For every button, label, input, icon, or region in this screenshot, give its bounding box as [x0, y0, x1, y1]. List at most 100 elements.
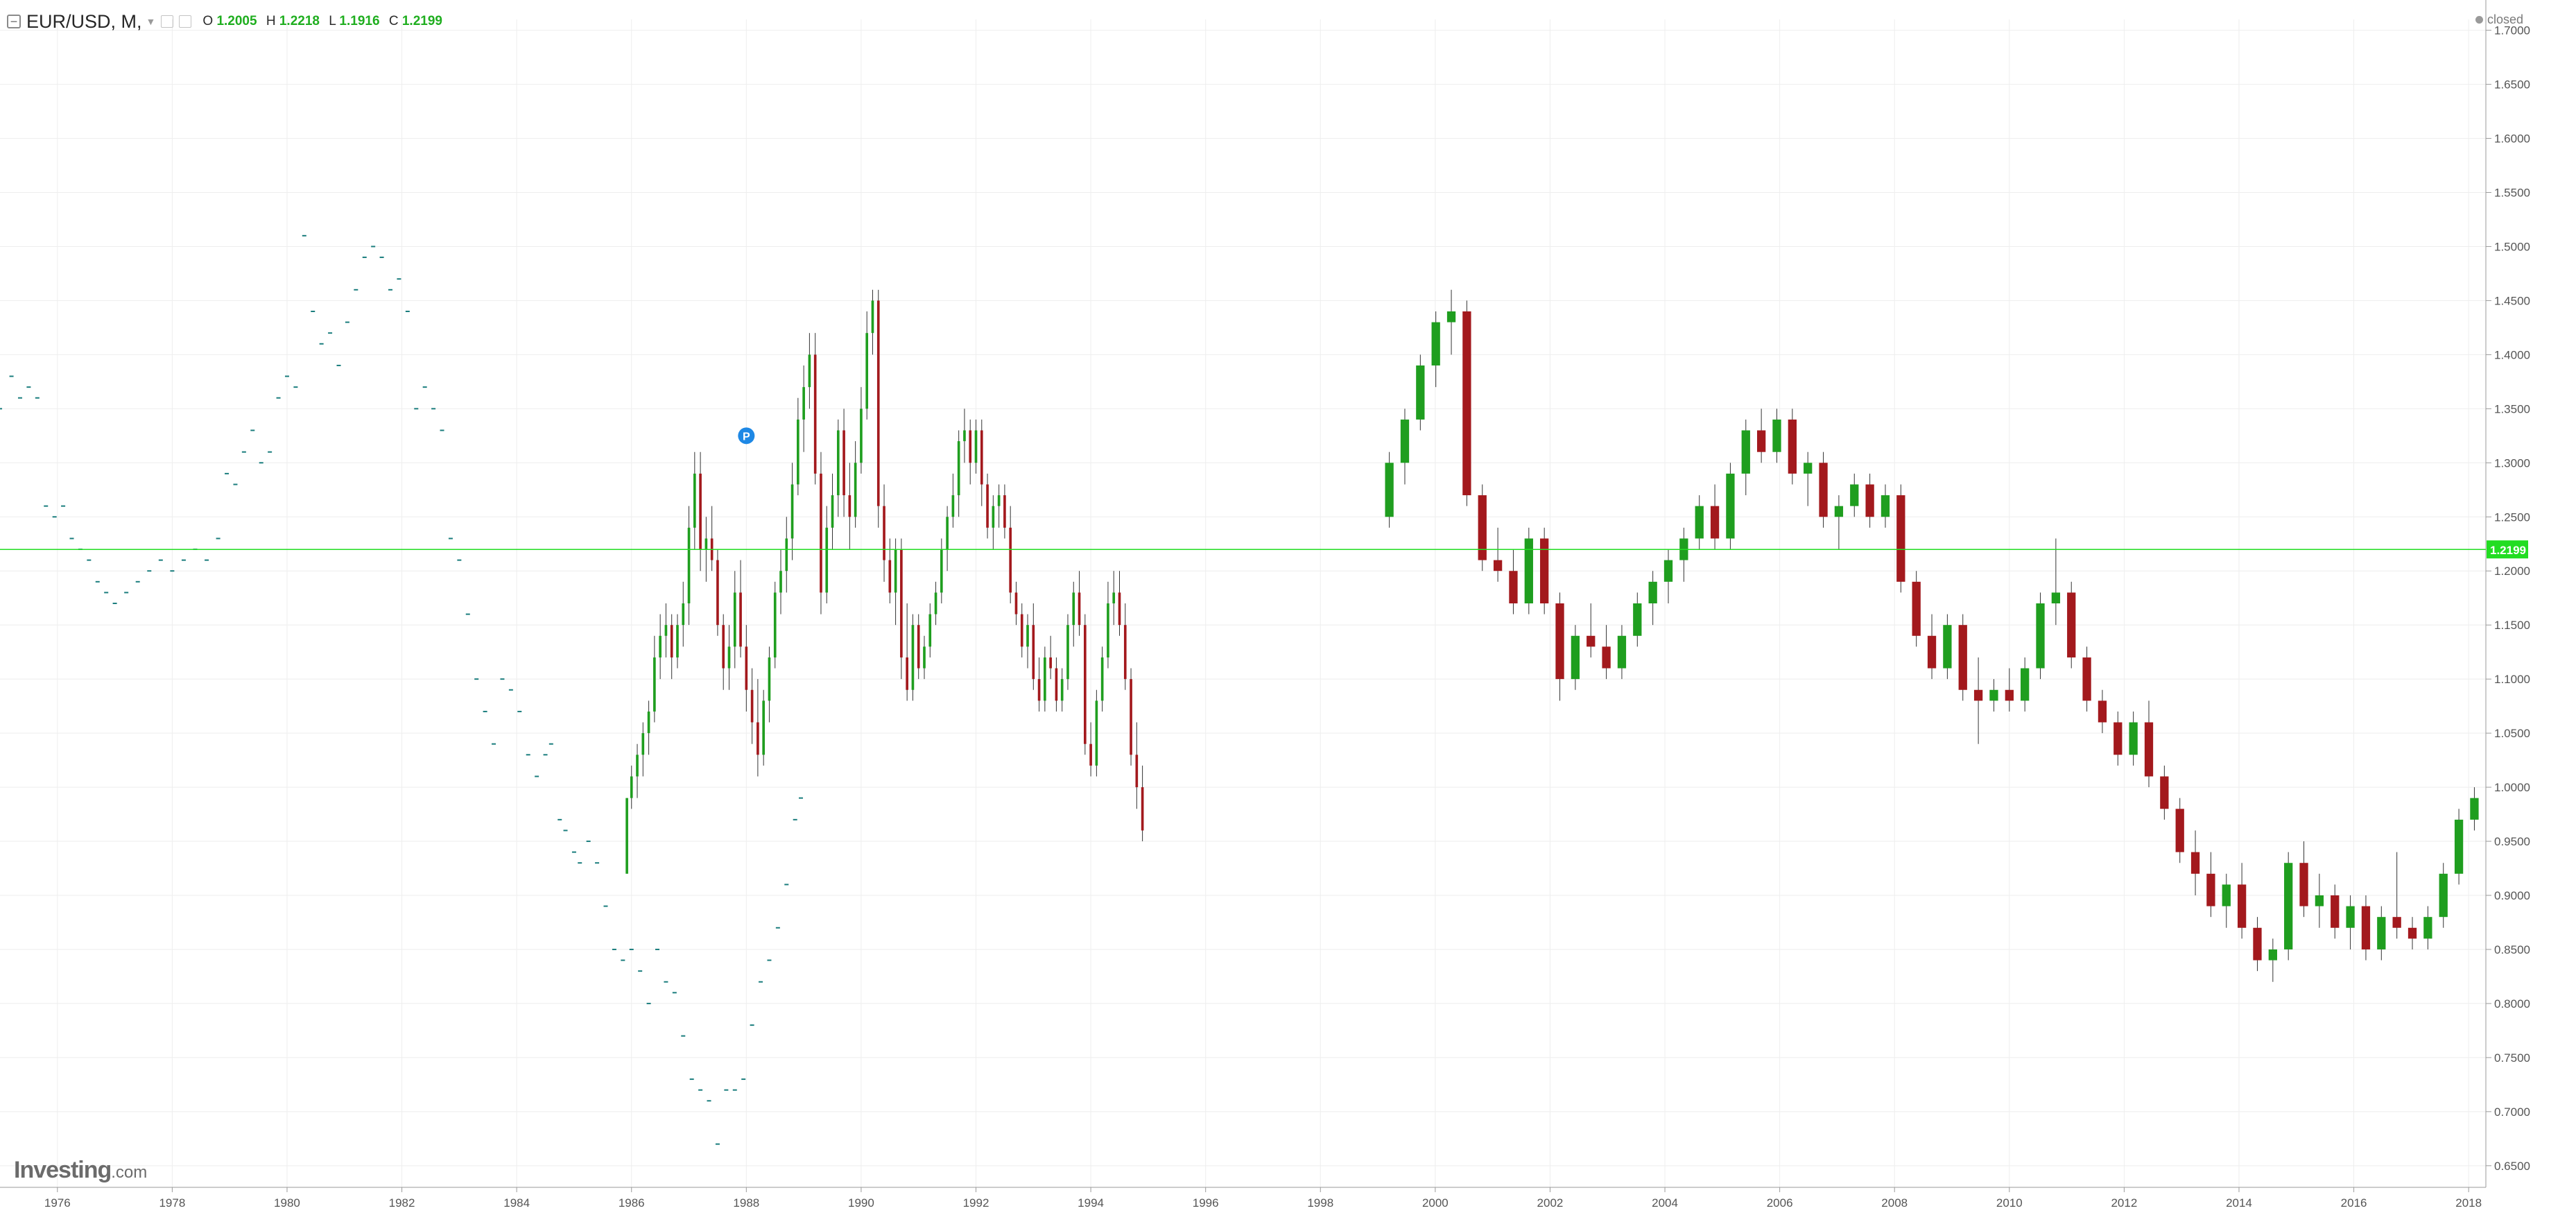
x-tick-label: 2000: [1422, 1196, 1449, 1210]
settings-icon[interactable]: [161, 15, 174, 28]
candle-body: [2021, 668, 2030, 701]
candle-body: [739, 592, 742, 647]
candle-body: [1648, 581, 1657, 603]
x-tick-label: 2014: [2226, 1196, 2252, 1210]
candle-body: [906, 657, 908, 690]
candle-body: [1756, 430, 1766, 452]
candle-body: [1509, 571, 1518, 603]
candle-body: [894, 549, 897, 593]
candle-body: [682, 603, 685, 626]
candle-body: [1100, 657, 1104, 701]
candle-body: [1400, 419, 1410, 463]
symbol-label[interactable]: EUR/USD, M,: [26, 10, 142, 32]
candle-body: [2082, 657, 2091, 701]
candle-body: [1066, 625, 1069, 680]
candle-body: [842, 430, 845, 496]
candle-body: [2160, 776, 2169, 809]
candle-body: [1044, 657, 1046, 701]
y-tick-label: 1.4500: [2494, 294, 2530, 307]
candle-body: [1055, 668, 1058, 701]
pivot-marker-icon[interactable]: [738, 427, 755, 445]
candle-body: [1663, 560, 1673, 582]
y-tick-label: 0.8500: [2494, 943, 2530, 956]
candle-body: [2408, 927, 2417, 939]
candle-body: [2190, 852, 2200, 874]
candle-body: [1865, 484, 1874, 517]
candle-body: [1602, 646, 1611, 669]
candle-body: [757, 722, 759, 755]
candle-body: [1112, 592, 1116, 603]
candle-body: [2237, 884, 2247, 928]
candle-body: [745, 646, 748, 690]
candle-body: [986, 484, 989, 528]
candle-body: [900, 549, 903, 657]
x-tick-label: 1984: [503, 1196, 530, 1210]
market-status-label: closed: [2487, 12, 2523, 26]
candle-body: [1072, 592, 1075, 626]
x-tick-label: 1986: [619, 1196, 645, 1210]
candle-body: [1020, 614, 1023, 647]
candle-body: [779, 571, 782, 593]
x-tick-label: 2006: [1767, 1196, 1793, 1210]
candle-body: [676, 625, 679, 657]
y-tick-label: 1.3500: [2494, 402, 2530, 415]
collapse-legend-icon[interactable]: −: [7, 15, 21, 28]
candle-body: [1772, 419, 1781, 452]
candle-body: [1834, 506, 1844, 517]
candle-body: [797, 419, 799, 485]
candle-body: [699, 473, 702, 550]
candle-body: [974, 430, 978, 463]
candle-body: [1587, 635, 1596, 647]
close-icon[interactable]: [179, 15, 192, 28]
candle-body: [940, 549, 943, 593]
candle-body: [1617, 635, 1627, 669]
candle-body: [1095, 700, 1098, 766]
candle-body: [917, 625, 920, 669]
market-status: closed: [2475, 12, 2523, 27]
candle-body: [1118, 592, 1121, 626]
x-tick-label: 2002: [1537, 1196, 1564, 1210]
candle-body: [813, 354, 817, 474]
candle-body: [1881, 495, 1890, 517]
candle-body: [2051, 592, 2061, 603]
candle-body: [865, 333, 869, 409]
candle-body: [1446, 311, 1456, 322]
chevron-down-icon[interactable]: ▼: [146, 16, 156, 27]
candle-body: [653, 657, 656, 712]
x-tick-label: 1990: [848, 1196, 874, 1210]
y-tick-label: 0.6500: [2494, 1160, 2530, 1173]
candle-body: [2439, 873, 2448, 918]
candle-body: [2175, 809, 2184, 852]
candle-body: [876, 300, 880, 506]
candle-body: [2206, 873, 2215, 906]
candle-body: [1037, 679, 1041, 701]
candle-body: [951, 495, 955, 517]
candle-body: [963, 430, 966, 442]
candle-body: [820, 473, 822, 593]
y-tick-label: 0.7000: [2494, 1106, 2530, 1119]
x-tick-label: 2008: [1881, 1196, 1908, 1210]
x-tick-label: 2016: [2341, 1196, 2367, 1210]
candle-body: [1014, 592, 1018, 614]
candle-body: [773, 592, 777, 657]
candle-body: [802, 387, 805, 420]
low-value: 1.1916: [339, 14, 380, 28]
candle-body: [2284, 863, 2293, 949]
y-tick-label: 1.5000: [2494, 240, 2530, 253]
y-tick-label: 1.6500: [2494, 78, 2530, 92]
candle-body: [928, 614, 932, 647]
y-tick-label: 1.0000: [2494, 781, 2530, 794]
candle-body: [1710, 506, 1720, 539]
candle-body: [1462, 311, 1471, 496]
high-value: 1.2218: [279, 14, 320, 28]
candle-body: [911, 625, 915, 690]
x-tick-label: 2010: [1996, 1196, 2023, 1210]
candle-body: [2315, 895, 2324, 906]
candle-body: [2346, 906, 2355, 928]
candle-body: [693, 473, 696, 528]
x-tick-label: 2018: [2455, 1196, 2482, 1210]
candle-body: [997, 495, 1001, 506]
candle-body: [785, 538, 788, 571]
